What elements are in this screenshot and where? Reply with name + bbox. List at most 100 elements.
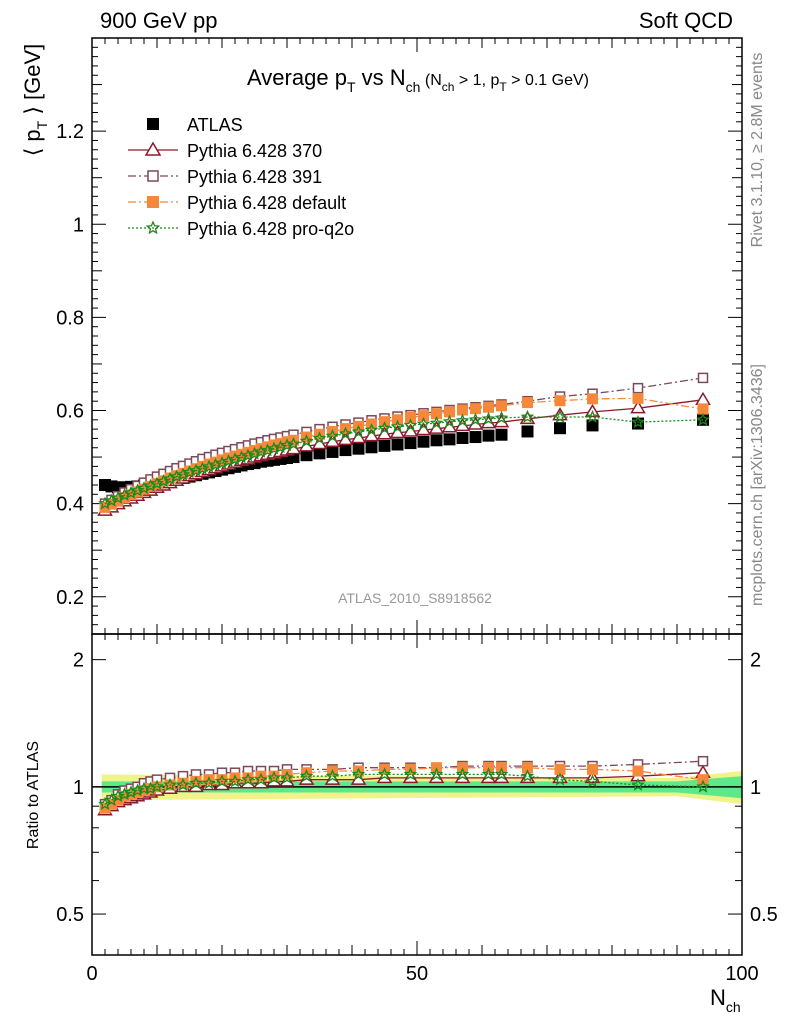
marker-square-filled <box>457 404 468 416</box>
marker-star-open <box>631 414 645 428</box>
ratio-panel: 0.5 0.5 1 1 2 2 0 50 100 <box>56 633 778 985</box>
marker-square-filled <box>216 454 228 466</box>
main-ylabel: ⟨ pT ⟩ [GeV] <box>20 44 50 157</box>
marker-square-filled <box>326 445 339 458</box>
marker-square-filled <box>216 774 228 786</box>
marker-square-filled <box>138 483 150 495</box>
marker-square-filled <box>443 433 456 446</box>
marker-square-filled <box>242 772 254 784</box>
legend-entry: Pythia 6.428 pro-q2o <box>128 219 354 239</box>
marker-square-filled <box>301 767 312 779</box>
marker-square-filled <box>255 443 267 455</box>
marker-square-filled <box>313 447 326 460</box>
marker-star-open <box>377 767 392 781</box>
legend-label: Pythia 6.428 pro-q2o <box>187 219 354 239</box>
marker-star-open <box>585 409 600 423</box>
marker-square-filled <box>632 765 644 777</box>
ratio-ylabel: Ratio to ATLAS <box>25 741 42 849</box>
legend-entry: Pythia 6.428 391 <box>128 167 322 187</box>
marker-square-filled <box>203 458 215 470</box>
marker-square-filled <box>99 802 111 814</box>
marker-star-open <box>202 776 216 790</box>
marker-star-open <box>429 767 444 781</box>
ratio-series-3 <box>98 767 710 810</box>
marker-star-open <box>429 415 444 429</box>
xlabel: Nch <box>710 985 741 1015</box>
marker-star-open <box>325 428 340 442</box>
y-tick-label: 0.8 <box>56 307 84 329</box>
marker-square-filled <box>587 763 598 775</box>
marker-star-open <box>299 434 314 448</box>
marker-star-open <box>145 220 161 235</box>
marker-star-open <box>390 419 405 433</box>
marker-square-filled <box>483 401 494 413</box>
series-line <box>104 399 704 512</box>
legend-label: Pythia 6.428 default <box>187 193 346 213</box>
title-cond-ch: ch <box>442 80 455 94</box>
marker-triangle-open <box>144 141 162 156</box>
marker-star-open <box>228 774 242 788</box>
xlabel-sub: ch <box>726 999 741 1015</box>
marker-star-open <box>150 779 164 793</box>
legend: ATLAS Pythia 6.428 370 Pythia 6.428 391 Pyt… <box>128 115 354 239</box>
ylabel-t: T <box>34 120 50 129</box>
marker-square-filled <box>339 444 352 457</box>
title-sub-ch: ch <box>406 79 421 95</box>
ratio-line <box>104 773 704 805</box>
marker-square-filled <box>281 436 293 448</box>
marker-square-filled <box>430 434 443 447</box>
series-3 <box>99 392 709 513</box>
marker-square-filled <box>391 438 404 451</box>
marker-star-open <box>267 441 281 455</box>
marker-square-filled <box>586 419 599 432</box>
marker-square-filled <box>236 448 247 460</box>
marker-star-open <box>416 416 431 430</box>
marker-star-open <box>176 777 190 791</box>
title-cond-t: T <box>499 80 507 94</box>
title-main: Average p <box>247 65 347 90</box>
rivet-label: Rivet 3.1.10, ≥ 2.8M events <box>749 53 766 248</box>
marker-square-filled <box>496 400 507 412</box>
marker-star-open <box>481 411 496 425</box>
x-tick-label: 50 <box>406 963 428 985</box>
marker-square-filled <box>353 765 364 777</box>
marker-square-filled <box>352 442 365 455</box>
ylabel-a: ⟨ p <box>20 129 45 156</box>
legend-entry: ATLAS <box>147 115 243 135</box>
marker-square-filled <box>147 196 159 208</box>
marker-square-open <box>632 382 644 394</box>
y-tick-label: 0.4 <box>56 494 84 516</box>
marker-square-filled <box>132 486 143 498</box>
y-tick-label-right: 0.5 <box>750 904 778 926</box>
y-tick-label: 0.2 <box>56 587 84 609</box>
marker-square-filled <box>554 763 566 775</box>
marker-square-filled <box>522 397 533 409</box>
marker-square-filled <box>469 431 482 444</box>
legend-label: Pythia 6.428 370 <box>187 141 322 161</box>
marker-square-filled <box>281 768 293 780</box>
marker-square-filled <box>151 781 163 793</box>
marker-square-open <box>697 372 709 384</box>
marker-star-open <box>442 414 457 428</box>
marker-square-open <box>697 755 709 767</box>
legend-label: Pythia 6.428 391 <box>187 167 322 187</box>
marker-square-filled <box>197 460 208 472</box>
marker-star-open <box>286 436 301 450</box>
y-tick-label: 0.6 <box>56 401 84 423</box>
xlabel-a: N <box>710 985 726 1010</box>
y-tick-label: 1 <box>73 214 84 236</box>
marker-square-open <box>147 170 159 182</box>
marker-star-open <box>696 779 710 793</box>
marker-triangle-open <box>630 400 646 414</box>
marker-square-filled <box>190 775 202 787</box>
x-tick-label: 100 <box>725 963 758 985</box>
title-cond-c: > 0.1 GeV) <box>507 72 589 89</box>
legend-label: ATLAS <box>187 115 243 135</box>
marker-square-filled <box>300 449 313 462</box>
marker-square-filled <box>417 435 430 448</box>
marker-square-filled <box>242 446 254 458</box>
marker-square-filled <box>418 410 429 422</box>
marker-star-open <box>481 767 496 781</box>
title-cond-a: (N <box>420 72 441 89</box>
marker-square-filled <box>158 475 169 487</box>
